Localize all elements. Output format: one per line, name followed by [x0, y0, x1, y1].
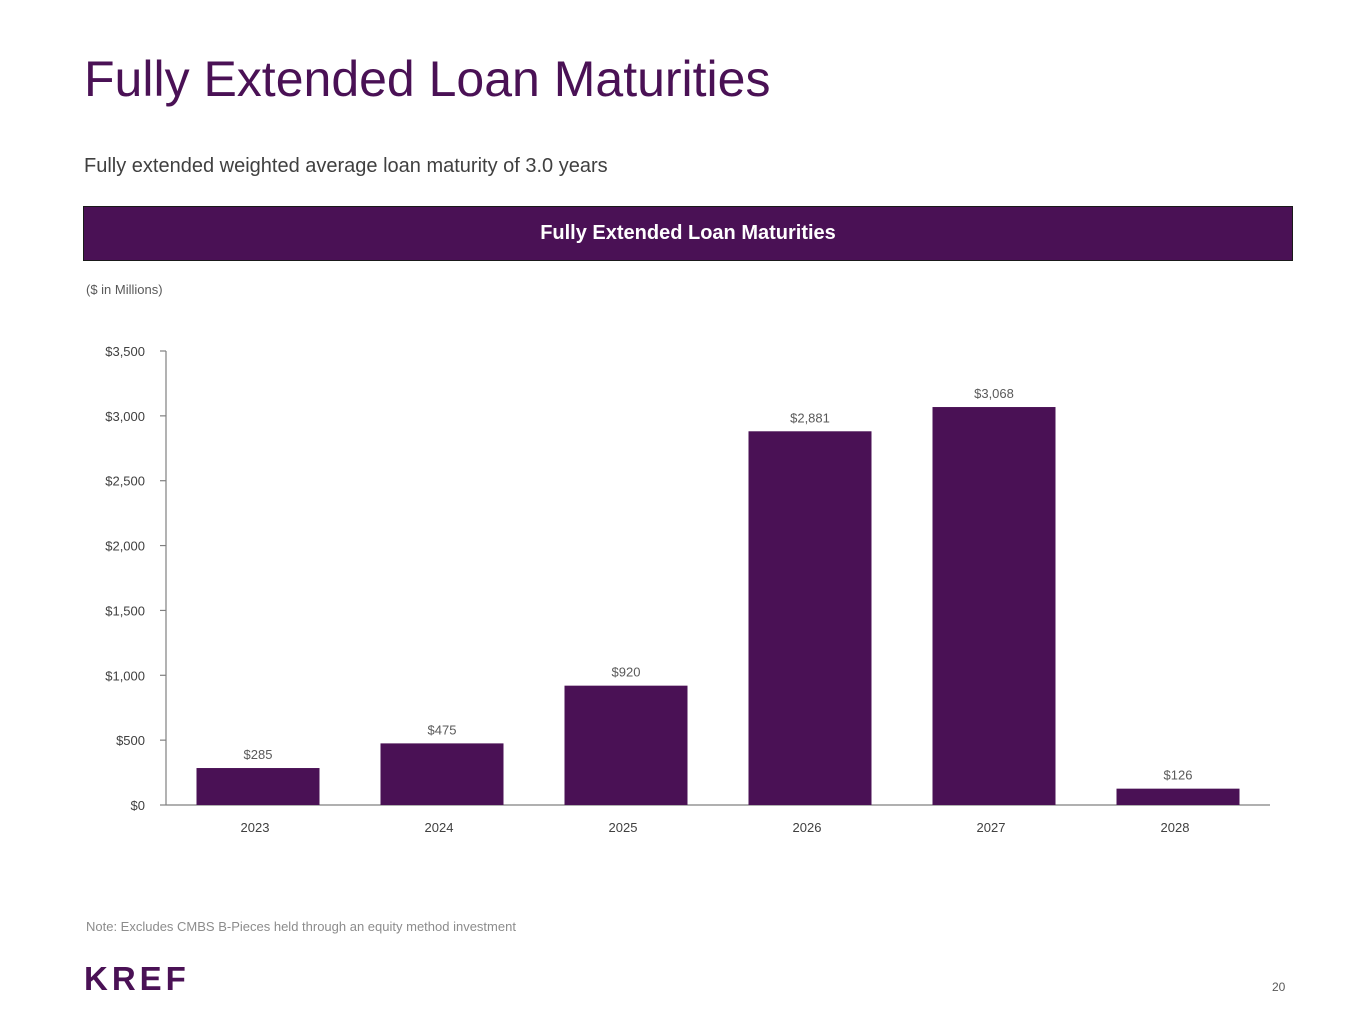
footnote: Note: Excludes CMBS B-Pieces held throug…	[86, 919, 516, 934]
bar-value-label: $3,068	[974, 386, 1014, 401]
bar-value-label: $920	[612, 665, 641, 680]
page-title: Fully Extended Loan Maturities	[84, 51, 771, 107]
chart-banner: Fully Extended Loan Maturities	[83, 206, 1293, 261]
y-tick-label: $1,000	[105, 668, 145, 683]
chart-banner-label: Fully Extended Loan Maturities	[540, 222, 836, 244]
bar-value-label: $2,881	[790, 410, 830, 425]
x-tick-label: 2024	[425, 820, 454, 835]
kref-logo: KREF	[84, 960, 190, 997]
bar-2025	[564, 685, 688, 805]
bar-2024	[380, 743, 504, 805]
y-tick-label: $3,500	[105, 344, 145, 359]
bar-2027	[932, 407, 1056, 805]
x-tick-label: 2027	[977, 820, 1006, 835]
bar-2023	[196, 768, 320, 805]
bar-value-label: $126	[1164, 768, 1193, 783]
y-tick-label: $2,500	[105, 474, 145, 489]
y-tick-label: $500	[116, 733, 145, 748]
bar-2026	[748, 431, 872, 805]
bar-value-label: $475	[428, 722, 457, 737]
x-tick-label: 2023	[241, 820, 270, 835]
x-tick-label: 2025	[609, 820, 638, 835]
y-tick-label: $2,000	[105, 539, 145, 554]
x-tick-label: 2028	[1161, 820, 1190, 835]
x-tick-label: 2026	[793, 820, 822, 835]
y-tick-label: $1,500	[105, 603, 145, 618]
units-label: ($ in Millions)	[86, 282, 163, 297]
bar-value-label: $285	[244, 747, 273, 762]
y-tick-label: $0	[131, 798, 145, 813]
bar-2028	[1116, 788, 1240, 805]
page-subtitle: Fully extended weighted average loan mat…	[84, 155, 608, 177]
page-number: 20	[1272, 980, 1286, 994]
y-tick-label: $3,000	[105, 409, 145, 424]
